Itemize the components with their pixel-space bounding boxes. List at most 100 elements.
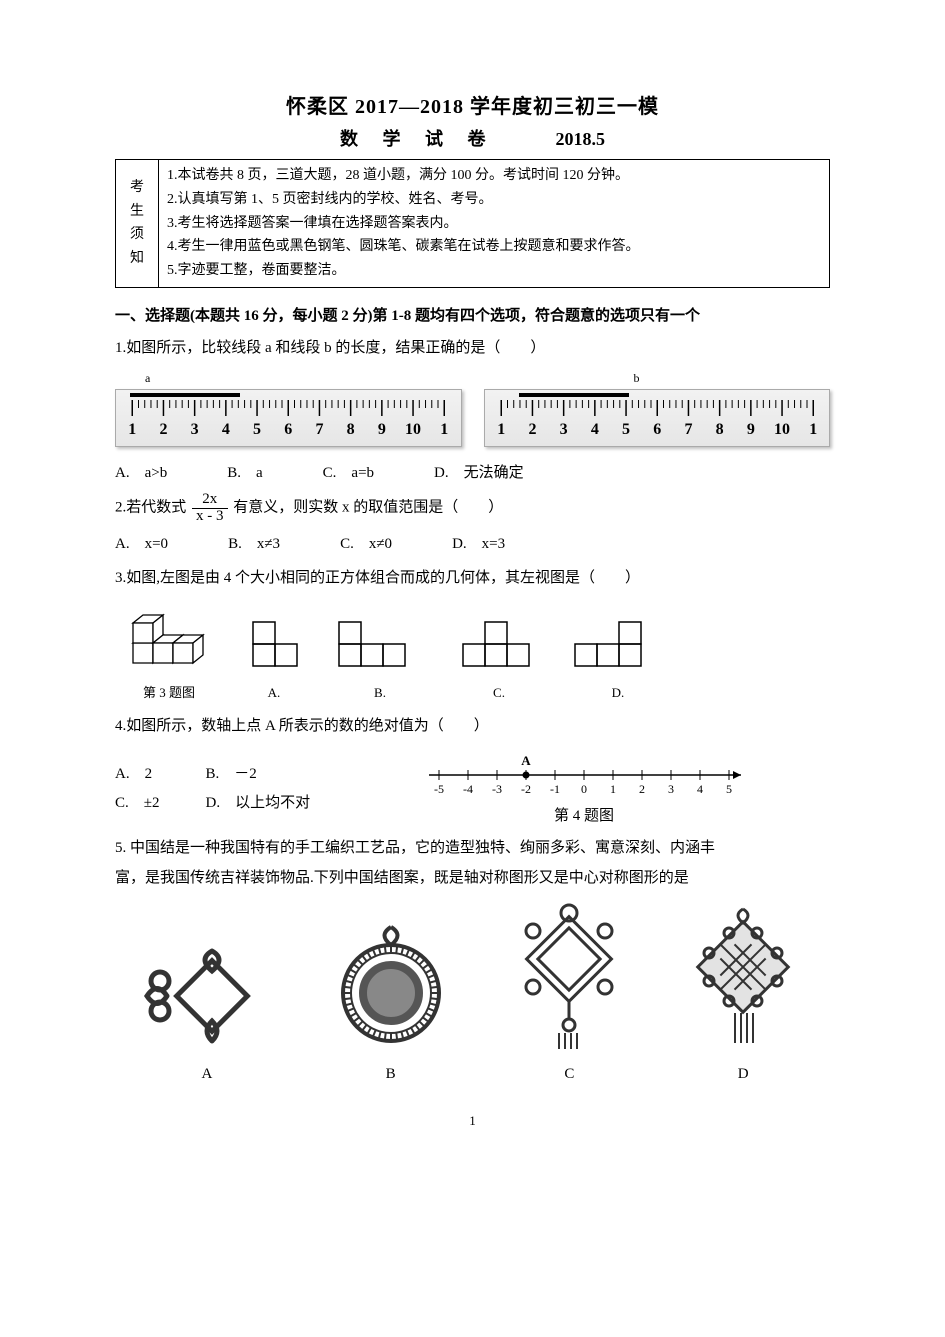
ruler-a-image: 1 2 3 4 5 6 7 8 9 10 1 bbox=[115, 389, 462, 447]
notice-line: 1.本试卷共 8 页，三道大题，28 道小题，满分 100 分。考试时间 120… bbox=[167, 164, 821, 188]
fraction: 2x x - 3 bbox=[192, 492, 228, 525]
svg-text:1: 1 bbox=[610, 782, 616, 796]
q2-options: A. x=0 B. x≠3 C. x≠0 D. x=3 bbox=[115, 532, 830, 553]
q1-label-b: b bbox=[484, 371, 831, 386]
notice-line: 4.考生一律用蓝色或黑色钢笔、圆珠笔、碳素笔在试卷上按题意和要求作答。 bbox=[167, 235, 821, 259]
q4-opt-a: A. 2 bbox=[115, 762, 160, 783]
svg-text:3: 3 bbox=[191, 421, 199, 438]
svg-text:7: 7 bbox=[315, 421, 323, 438]
svg-text:3: 3 bbox=[668, 782, 674, 796]
q5-text-line1: 5. 中国结是一种我国特有的手工编织工艺品，它的造型独特、绚丽多彩、寓意深刻、内… bbox=[115, 833, 830, 863]
q3-opt-c: C. bbox=[461, 685, 537, 701]
q4-text: 4.如图所示，数轴上点 A 所表示的数的绝对值为（ ） bbox=[115, 711, 830, 741]
segment-b bbox=[519, 393, 629, 397]
q4-opt-d: D. 以上均不对 bbox=[206, 791, 311, 812]
svg-text:4: 4 bbox=[590, 421, 598, 438]
notice-line: 5.字迹要工整，卷面要整洁。 bbox=[167, 259, 821, 283]
q4-opt-c: C. ±2 bbox=[115, 791, 160, 812]
knot-c-icon bbox=[509, 901, 629, 1051]
q2-opt-b: B. x≠3 bbox=[228, 532, 280, 553]
notice-line: 3.考生将选择题答案一律填在选择题答案表内。 bbox=[167, 212, 821, 236]
subtitle-row: 数 学 试 卷 2018.5 bbox=[115, 125, 830, 151]
q3-caption: 第 3 题图 bbox=[125, 682, 213, 701]
svg-text:3: 3 bbox=[559, 421, 567, 438]
q5-opt-b: B bbox=[326, 1066, 456, 1083]
knot-d-icon bbox=[683, 901, 803, 1051]
q3-figures: 第 3 题图 A. B. bbox=[125, 603, 830, 701]
svg-text:-4: -4 bbox=[463, 782, 473, 796]
q3-opt-b: B. bbox=[335, 685, 425, 701]
svg-text:1: 1 bbox=[128, 421, 136, 438]
svg-text:10: 10 bbox=[405, 421, 421, 438]
q4-row: A. 2 B. －2 C. ±2 D. 以上均不对 -5 -4 -3 -2 -1 0 1 2 3… bbox=[115, 749, 830, 825]
q1-opt-b: B. a bbox=[227, 461, 262, 482]
q2-opt-a: A. x=0 bbox=[115, 532, 168, 553]
svg-text:5: 5 bbox=[253, 421, 261, 438]
q3-solid-figure bbox=[125, 603, 213, 673]
exam-date: 2018.5 bbox=[556, 129, 606, 150]
q3-opt-a: A. bbox=[249, 685, 299, 701]
notice-body: 1.本试卷共 8 页，三道大题，28 道小题，满分 100 分。考试时间 120… bbox=[159, 160, 830, 288]
svg-text:4: 4 bbox=[697, 782, 703, 796]
svg-text:4: 4 bbox=[222, 421, 230, 438]
q1-figures: a 1 2 3 4 5 6 7 8 9 10 1 b 1 2 3 4 5 6 7 8 9 10 1 bbox=[115, 371, 830, 447]
knot-b-icon bbox=[326, 921, 456, 1051]
svg-text:5: 5 bbox=[726, 782, 732, 796]
svg-text:-2: -2 bbox=[521, 782, 531, 796]
svg-text:1: 1 bbox=[809, 421, 817, 438]
svg-text:1: 1 bbox=[440, 421, 448, 438]
svg-text:6: 6 bbox=[653, 421, 661, 438]
svg-text:6: 6 bbox=[284, 421, 292, 438]
page-title: 怀柔区 2017—2018 学年度初三初三一模 bbox=[115, 90, 830, 119]
svg-text:-5: -5 bbox=[434, 782, 444, 796]
svg-text:-3: -3 bbox=[492, 782, 502, 796]
q5-figures: A B bbox=[115, 901, 830, 1083]
q3-opt-d: D. bbox=[573, 685, 663, 701]
q1-opt-d: D. 无法确定 bbox=[434, 461, 524, 482]
q3-opt-b-figure bbox=[335, 616, 425, 676]
section-heading: 一、选择题(本题共 16 分，每小题 2 分)第 1-8 题均有四个选项，符合题… bbox=[115, 304, 830, 325]
svg-text:9: 9 bbox=[378, 421, 386, 438]
q1-text: 1.如图所示，比较线段 a 和线段 b 的长度，结果正确的是（ ） bbox=[115, 333, 830, 363]
q1-options: A. a>b B. a C. a=b D. 无法确定 bbox=[115, 461, 830, 482]
ruler-svg: 123456789101 bbox=[485, 390, 830, 446]
ruler-b-image: 123456789101 bbox=[484, 389, 831, 447]
svg-text:7: 7 bbox=[684, 421, 692, 438]
svg-text:5: 5 bbox=[622, 421, 630, 438]
q3-opt-a-figure bbox=[249, 616, 299, 676]
q5-opt-d: D bbox=[683, 1066, 803, 1083]
q4-opt-b: B. －2 bbox=[206, 762, 311, 783]
svg-text:2: 2 bbox=[639, 782, 645, 796]
svg-text:0: 0 bbox=[581, 782, 587, 796]
ruler-svg: 1 2 3 4 5 6 7 8 9 10 1 bbox=[116, 390, 461, 446]
q5-opt-a: A bbox=[142, 1066, 272, 1083]
svg-text:10: 10 bbox=[774, 421, 790, 438]
svg-text:8: 8 bbox=[715, 421, 723, 438]
svg-text:A: A bbox=[521, 753, 531, 768]
number-line: -5 -4 -3 -2 -1 0 1 2 3 4 5 A bbox=[419, 749, 749, 799]
svg-text:1: 1 bbox=[497, 421, 505, 438]
subject: 数 学 试 卷 bbox=[340, 125, 496, 151]
q5-text-line2: 富，是我国传统吉祥装饰物品.下列中国结图案，既是轴对称图形又是中心对称图形的是 bbox=[115, 863, 830, 893]
notice-side-label: 考生须知 bbox=[116, 160, 159, 288]
q5-opt-c: C bbox=[509, 1066, 629, 1083]
q3-opt-d-figure bbox=[573, 616, 663, 676]
segment-a bbox=[130, 393, 240, 397]
svg-text:2: 2 bbox=[159, 421, 167, 438]
svg-text:-1: -1 bbox=[550, 782, 560, 796]
svg-text:8: 8 bbox=[347, 421, 355, 438]
q4-caption: 第 4 题图 bbox=[338, 804, 830, 825]
q3-text: 3.如图,左图是由 4 个大小相同的正方体组合而成的几何体，其左视图是（ ） bbox=[115, 563, 830, 593]
notice-box: 考生须知 1.本试卷共 8 页，三道大题，28 道小题，满分 100 分。考试时… bbox=[115, 159, 830, 288]
q2-text: 2.若代数式 2x x - 3 有意义，则实数 x 的取值范围是（ ） bbox=[115, 492, 830, 525]
q1-opt-c: C. a=b bbox=[323, 461, 374, 482]
q1-label-a: a bbox=[115, 371, 462, 386]
page-number: 1 bbox=[115, 1113, 830, 1129]
q1-opt-a: A. a>b bbox=[115, 461, 167, 482]
q2-opt-c: C. x≠0 bbox=[340, 532, 392, 553]
svg-text:9: 9 bbox=[746, 421, 754, 438]
q2-opt-d: D. x=3 bbox=[452, 532, 505, 553]
knot-a-icon bbox=[142, 941, 272, 1051]
notice-line: 2.认真填写第 1、5 页密封线内的学校、姓名、考号。 bbox=[167, 188, 821, 212]
q4-options: A. 2 B. －2 C. ±2 D. 以上均不对 bbox=[115, 762, 310, 812]
